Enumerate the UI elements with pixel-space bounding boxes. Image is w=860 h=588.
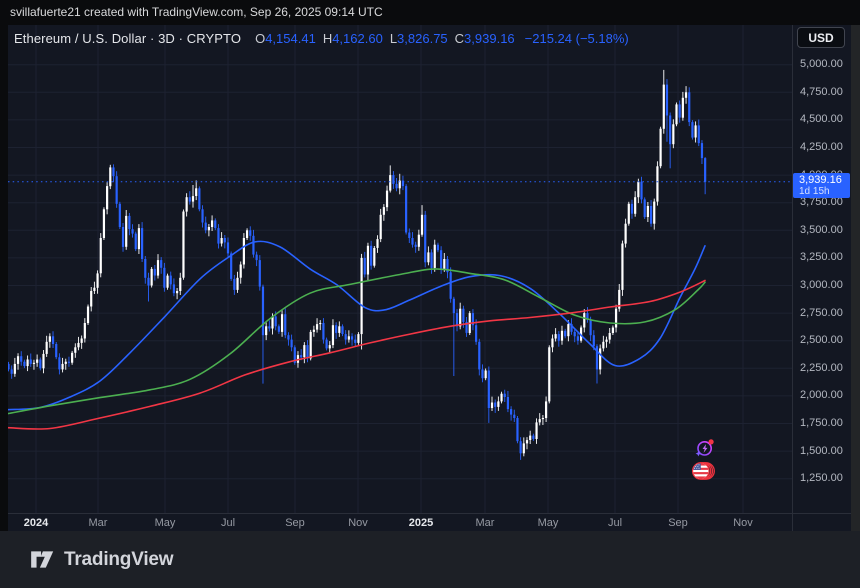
ohlc-close: C3,939.16 xyxy=(454,30,515,46)
time-month-label: Sep xyxy=(285,517,305,529)
symbol-header: Ethereum / U.S. Dollar · 3D · CRYPTO O4,… xyxy=(14,30,629,46)
time-month-label: Mar xyxy=(475,517,495,529)
ohlc-low: L3,826.75 xyxy=(389,30,448,46)
attribution-text: svillafuerte21 created with TradingView.… xyxy=(10,5,383,19)
price-change: −215.24 (−5.18%) xyxy=(524,30,629,46)
price-tick-label: 3,750.00 xyxy=(800,196,843,209)
candles-layer xyxy=(8,69,707,460)
time-month-label: Sep xyxy=(668,517,688,529)
price-tick-label: 3,500.00 xyxy=(800,223,843,236)
price-tick-label: 5,000.00 xyxy=(800,58,843,71)
price-tick-label: 4,750.00 xyxy=(800,85,843,98)
grid-layer xyxy=(8,25,851,531)
tradingview-logo-link[interactable]: TradingView xyxy=(28,548,174,571)
price-tick-label: 1,250.00 xyxy=(800,472,843,485)
tradingview-wordmark: TradingView xyxy=(64,548,174,570)
footer-bar: TradingView xyxy=(0,531,860,588)
attribution-bar: svillafuerte21 created with TradingView.… xyxy=(0,0,860,25)
price-tick-label: 1,500.00 xyxy=(800,444,843,457)
price-axis[interactable]: 5,000.004,750.004,500.004,250.004,000.00… xyxy=(793,25,851,531)
chart-left-frame xyxy=(0,25,8,531)
price-tick-label: 2,000.00 xyxy=(800,389,843,402)
price-tick-label: 1,750.00 xyxy=(800,417,843,429)
price-tick-label: 2,750.00 xyxy=(800,306,843,319)
events-badge[interactable] xyxy=(695,438,715,458)
bar-countdown: 1d 15h xyxy=(799,186,830,197)
ohlc-high: H4,162.60 xyxy=(322,30,383,46)
time-month-label: Jul xyxy=(607,517,623,529)
tradingview-logo-icon xyxy=(31,551,54,568)
time-year-label: 2024 xyxy=(23,517,49,529)
time-month-label: Nov xyxy=(733,517,753,529)
price-tick-label: 3,000.00 xyxy=(800,279,843,291)
ma-medium-line xyxy=(8,268,706,415)
price-tick-label: 2,250.00 xyxy=(800,361,843,374)
lightning-events-icon xyxy=(695,439,714,457)
time-axis[interactable]: 2024 Mar May Jul Sep Nov 2025 Mar May Jul Sep Nov xyxy=(8,513,851,531)
price-tick-label: 3,250.00 xyxy=(800,251,843,264)
us-economic-events-badge[interactable] xyxy=(691,460,715,482)
last-price-label: 3,939.16 1d 15h xyxy=(793,173,850,198)
price-tick-label: 2,500.00 xyxy=(800,334,843,347)
chart-right-frame xyxy=(851,25,860,588)
us-flag-coins-icon xyxy=(691,462,715,480)
time-year-label: 2025 xyxy=(408,517,434,529)
last-price-value: 3,939.16 xyxy=(799,174,842,186)
symbol-title[interactable]: Ethereum / U.S. Dollar · 3D · CRYPTO xyxy=(14,30,242,46)
time-month-label: Mar xyxy=(88,517,108,529)
time-month-label: May xyxy=(154,517,176,529)
ma-fast-line xyxy=(8,240,706,411)
ma-slow-line xyxy=(8,279,706,430)
time-month-label: Jul xyxy=(220,517,236,529)
ohlc-open: O4,154.41 xyxy=(255,30,316,46)
time-month-label: May xyxy=(537,517,559,529)
price-tick-label: 4,500.00 xyxy=(800,113,843,126)
time-month-label: Nov xyxy=(348,517,368,529)
price-tick-label: 4,250.00 xyxy=(800,141,843,153)
moving-averages-layer xyxy=(8,240,706,430)
currency-toggle-button[interactable]: USD xyxy=(797,27,845,48)
